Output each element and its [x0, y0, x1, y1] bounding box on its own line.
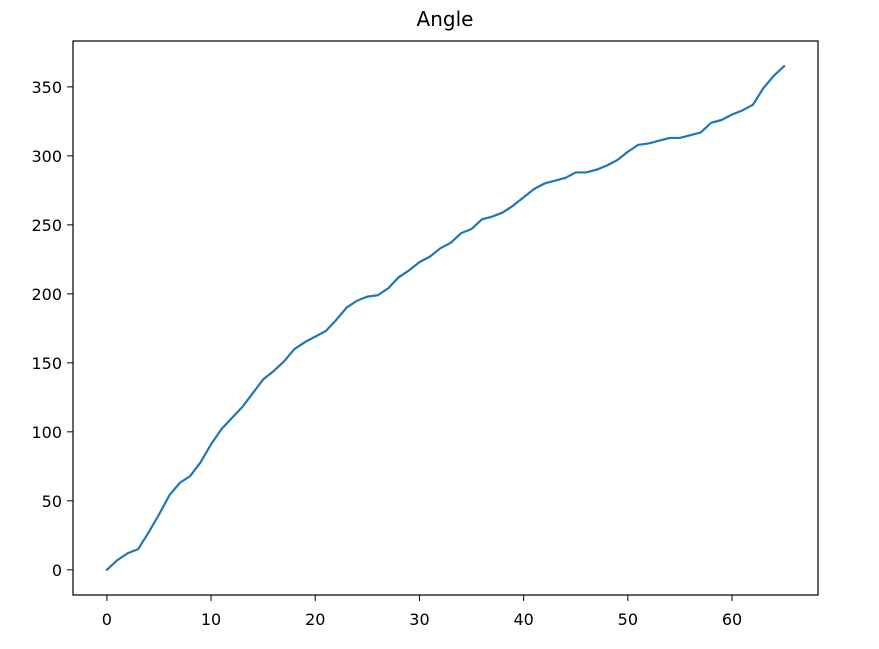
y-tick-label: 350	[31, 78, 62, 97]
x-tick-label: 10	[201, 610, 221, 629]
x-tick-label: 50	[618, 610, 638, 629]
y-axis: 0 50 100 150 200 250 300 350	[31, 78, 73, 580]
x-tick-label: 30	[409, 610, 429, 629]
y-tick-label: 0	[52, 561, 62, 580]
x-tick-label: 0	[102, 610, 112, 629]
series-line	[105, 65, 786, 571]
chart-title: Angle	[417, 7, 474, 31]
y-tick-label: 150	[31, 354, 62, 373]
y-tick-label: 200	[31, 285, 62, 304]
x-axis: 0 10 20 30 40 50 60	[102, 595, 742, 629]
y-tick-label: 100	[31, 423, 62, 442]
x-tick-label: 60	[722, 610, 742, 629]
y-tick-label: 300	[31, 147, 62, 166]
x-tick-label: 40	[513, 610, 533, 629]
plot-area-frame	[72, 40, 819, 596]
x-tick-label: 20	[305, 610, 325, 629]
series-layer	[105, 65, 786, 571]
y-tick-label: 250	[31, 216, 62, 235]
y-tick-label: 50	[42, 492, 62, 511]
